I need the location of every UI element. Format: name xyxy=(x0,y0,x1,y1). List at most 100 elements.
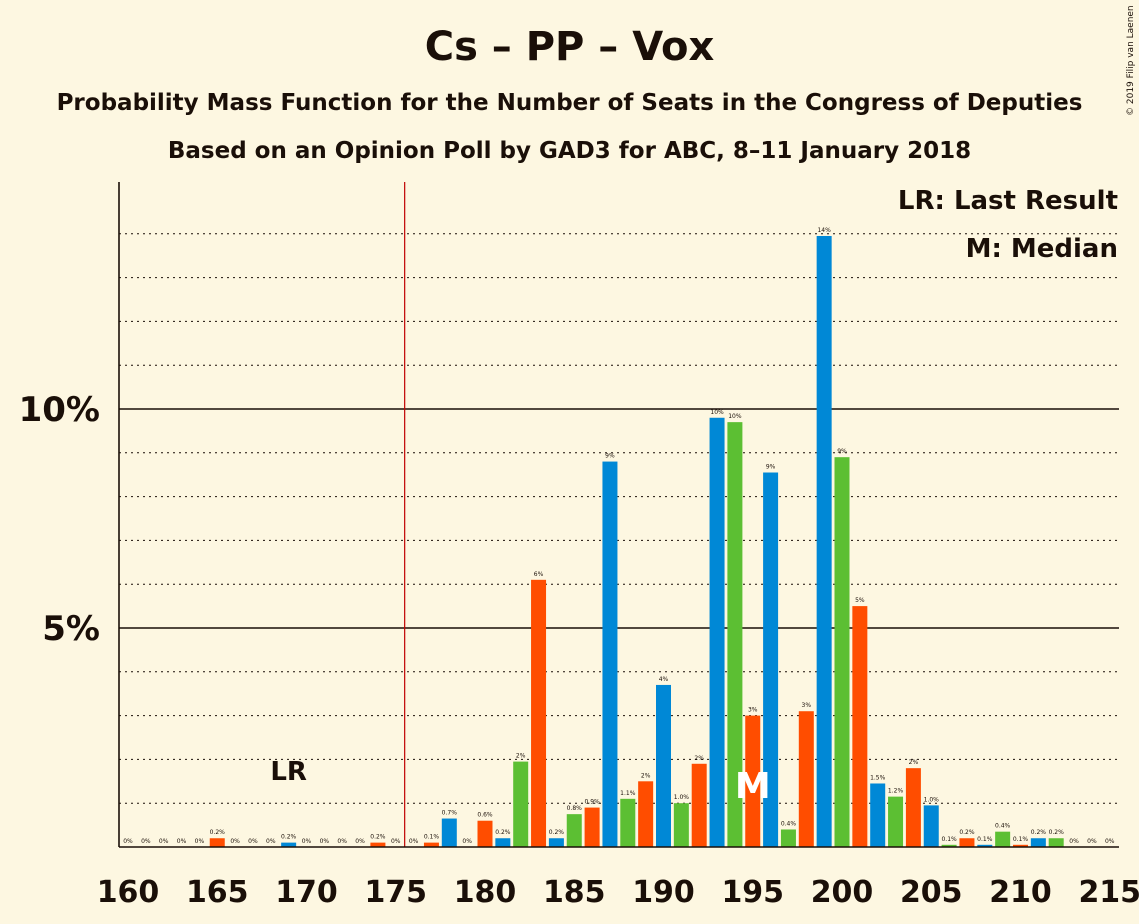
bar-seat-201 xyxy=(852,606,868,847)
x-tick-160: 160 xyxy=(97,875,160,910)
bar-label-seat-170: 0% xyxy=(302,838,312,845)
bar-seat-203 xyxy=(888,796,904,847)
bar-label-seat-173: 0% xyxy=(355,838,365,845)
bar-label-seat-168: 0% xyxy=(266,838,276,845)
x-tick-215: 215 xyxy=(1078,875,1139,910)
bar-seat-188 xyxy=(620,798,636,847)
bar-seat-178 xyxy=(441,818,457,847)
legend-median: M: Median xyxy=(966,234,1118,264)
bar-seat-169 xyxy=(281,842,297,847)
bar-label-seat-189: 2% xyxy=(641,772,651,779)
bar-label-seat-190: 4% xyxy=(659,676,669,683)
bar-label-seat-204: 2% xyxy=(909,759,919,766)
bar-seat-189 xyxy=(638,781,654,847)
bar-label-seat-207: 0.2% xyxy=(959,829,975,836)
bar-seat-202 xyxy=(870,783,886,847)
bar-label-seat-194: 10% xyxy=(728,413,742,420)
bar-seat-184 xyxy=(548,838,564,847)
bar-label-seat-171: 0% xyxy=(320,838,330,845)
bar-label-seat-193: 10% xyxy=(710,409,724,416)
bar-label-seat-212: 0.2% xyxy=(1049,829,1065,836)
bar-label-seat-192: 2% xyxy=(694,755,704,762)
bar-label-seat-187: 9% xyxy=(605,453,615,460)
bar-seat-206 xyxy=(941,844,957,847)
bar-seat-209 xyxy=(995,831,1011,847)
bar-label-seat-198: 3% xyxy=(802,702,812,709)
bar-label-seat-191: 1.0% xyxy=(674,794,690,801)
bar-label-seat-175: 0% xyxy=(391,838,401,845)
chart-title: Cs – PP – Vox xyxy=(424,24,715,70)
axes xyxy=(118,182,1119,848)
bar-label-seat-185: 0.8% xyxy=(567,805,583,812)
x-tick-labels: 160 165 170 175 180 185 190 195 200 205 210 215 xyxy=(97,875,1139,910)
bar-label-seat-164: 0% xyxy=(195,838,205,845)
bar-label-seat-210: 0.1% xyxy=(1013,836,1029,843)
x-tick-185: 185 xyxy=(543,875,606,910)
bar-label-seat-211: 0.2% xyxy=(1031,829,1047,836)
bar-seat-183 xyxy=(531,579,547,847)
bar-seat-207 xyxy=(959,838,975,847)
y-tick-10: 10% xyxy=(19,390,100,430)
bar-seat-185 xyxy=(566,814,582,847)
bar-seat-174 xyxy=(370,842,386,847)
bar-seat-211 xyxy=(1030,838,1046,847)
bar-label-seat-165: 0.2% xyxy=(210,829,226,836)
bar-label-seat-166: 0% xyxy=(230,838,240,845)
bar-seat-181 xyxy=(495,838,511,847)
copyright-note: © 2019 Filip van Laenen xyxy=(1126,6,1136,116)
bar-seat-200 xyxy=(834,457,850,847)
bar-seat-195 xyxy=(745,715,761,847)
bar-label-seat-174: 0.2% xyxy=(370,834,386,841)
bar-label-seat-205: 1.0% xyxy=(924,796,940,803)
bar-label-seat-209: 0.4% xyxy=(995,823,1011,830)
bar-label-seat-178: 0.7% xyxy=(442,810,458,817)
bar-label-seat-167: 0% xyxy=(248,838,258,845)
bar-label-seat-184: 0.2% xyxy=(549,829,565,836)
bar-label-seat-169: 0.2% xyxy=(281,834,297,841)
bar-seat-199 xyxy=(816,235,832,848)
bars xyxy=(209,235,1064,848)
bar-label-seat-208: 0.1% xyxy=(977,836,993,843)
bar-label-seat-176: 0% xyxy=(409,838,419,845)
bar-seat-197 xyxy=(780,829,796,847)
bar-labels: 0% 0% 0% 0% 0% 0.2% 0% 0% 0% 0.2% 0% 0% 0% 0% 0.2% 0% 0%… xyxy=(123,227,1115,845)
x-tick-170: 170 xyxy=(275,875,338,910)
bar-label-seat-188: 1.1% xyxy=(620,790,636,797)
bar-label-seat-214: 0% xyxy=(1087,838,1097,845)
bar-label-seat-200: 9% xyxy=(837,448,847,455)
bar-seat-187 xyxy=(602,461,618,847)
bar-label-seat-172: 0% xyxy=(337,838,347,845)
bar-seat-177 xyxy=(423,842,439,847)
bar-seat-208 xyxy=(977,844,993,847)
bar-seat-198 xyxy=(798,711,814,847)
bar-label-seat-162: 0% xyxy=(159,838,169,845)
bar-label-seat-203: 1.2% xyxy=(888,788,904,795)
bar-seat-204 xyxy=(905,768,921,847)
x-tick-200: 200 xyxy=(811,875,874,910)
bar-seat-192 xyxy=(691,763,707,847)
chart-source-line: Based on an Opinion Poll by GAD3 for ABC… xyxy=(167,138,972,164)
bar-label-seat-195: 3% xyxy=(748,707,758,714)
bar-label-seat-180: 0.6% xyxy=(477,812,493,819)
last-result-marker: LR xyxy=(270,757,307,787)
bar-seat-180 xyxy=(477,820,493,847)
x-tick-165: 165 xyxy=(186,875,249,910)
bar-label-seat-201: 5% xyxy=(855,597,865,604)
bar-label-seat-199: 14% xyxy=(817,227,831,234)
bar-seat-193 xyxy=(709,417,725,847)
bar-seat-191 xyxy=(673,803,689,847)
bar-seat-212 xyxy=(1048,838,1064,847)
bar-label-seat-179: 0% xyxy=(462,838,472,845)
x-tick-205: 205 xyxy=(900,875,963,910)
median-marker: M xyxy=(735,766,771,807)
bar-seat-196 xyxy=(763,472,779,847)
bar-label-seat-213: 0% xyxy=(1069,838,1079,845)
y-tick-labels: 5% 10% xyxy=(19,390,100,649)
legend-last-result: LR: Last Result xyxy=(898,186,1118,216)
bar-seat-194 xyxy=(727,422,743,847)
bar-label-seat-196: 9% xyxy=(766,464,776,471)
copyright-text: © 2019 Filip van Laenen xyxy=(1126,6,1136,116)
x-tick-180: 180 xyxy=(454,875,517,910)
bar-label-seat-177: 0.1% xyxy=(424,834,440,841)
